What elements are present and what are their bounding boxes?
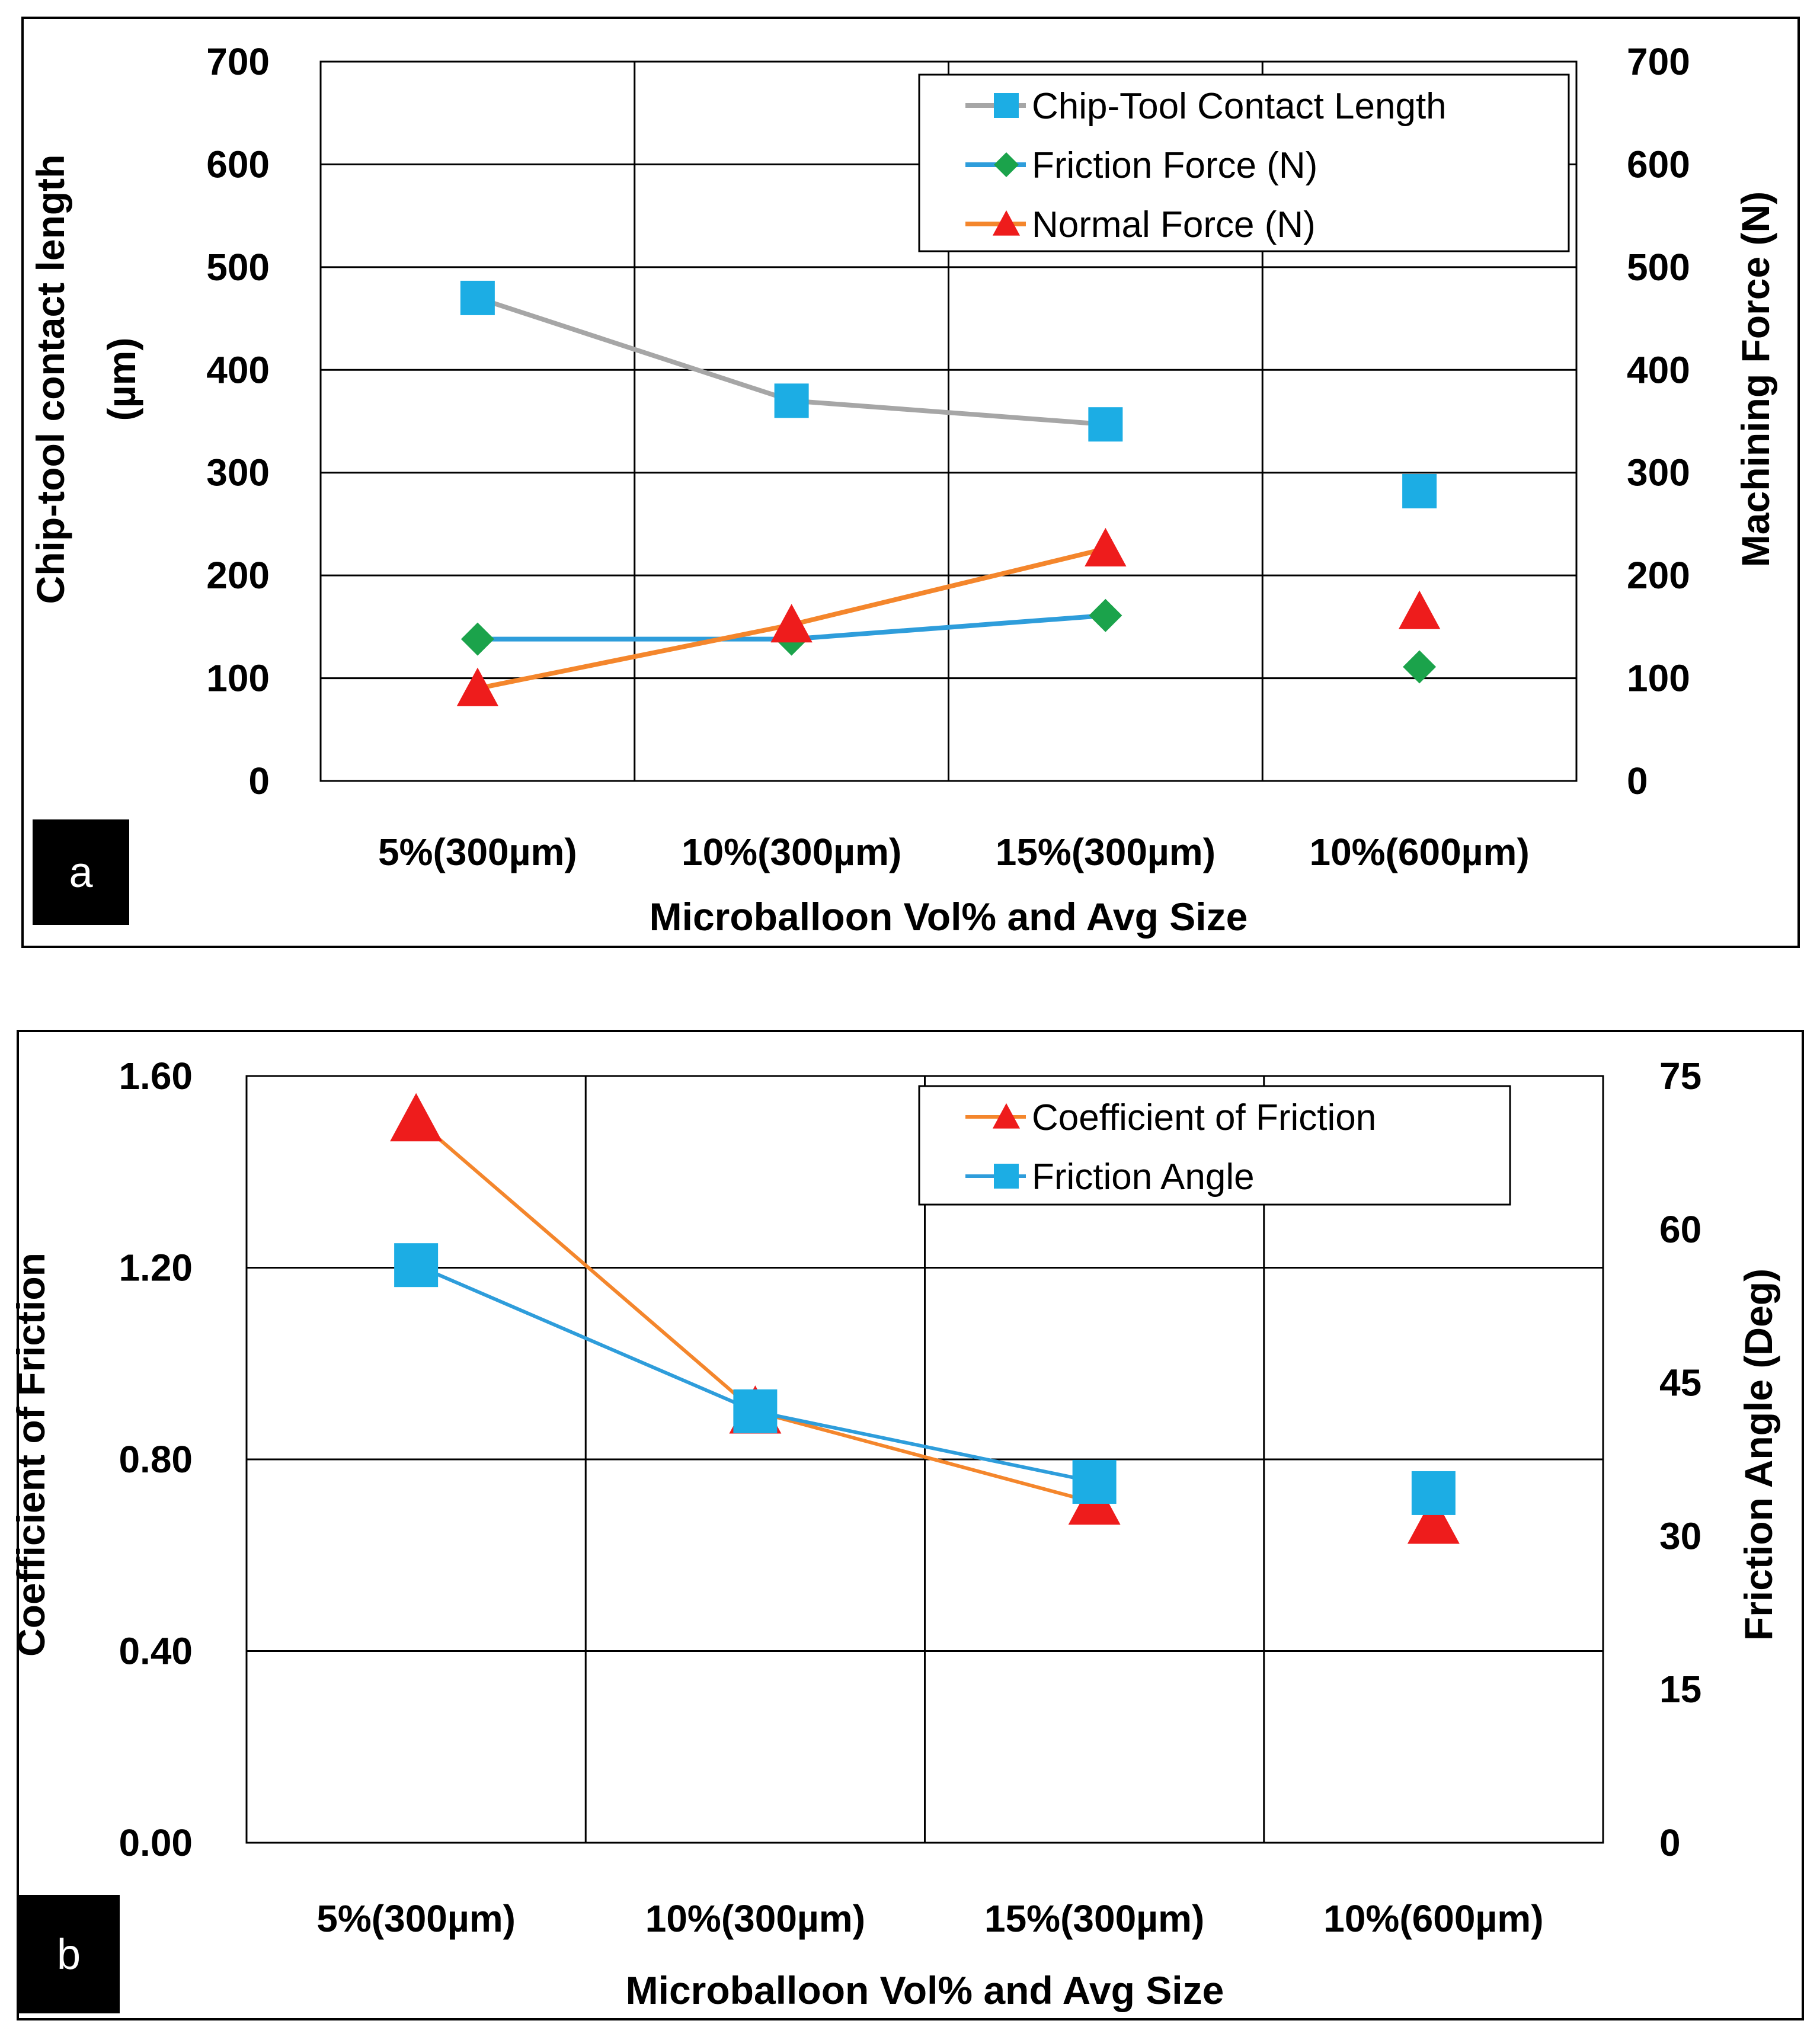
y-axis-title: Coefficient of Friction — [9, 1253, 53, 1657]
y2-tick-label: 400 — [1627, 348, 1690, 391]
panel-label: b — [57, 1931, 81, 1978]
data-point — [770, 604, 813, 643]
y-tick-label: 100 — [206, 657, 270, 700]
y2-tick-label: 100 — [1627, 657, 1690, 700]
data-point — [1072, 1459, 1117, 1504]
data-point — [1088, 407, 1123, 442]
y-tick-label: 600 — [206, 143, 270, 185]
y-tick-label: 1.60 — [119, 1055, 193, 1097]
plot-border — [245, 1075, 1604, 1844]
y2-tick-label: 600 — [1627, 143, 1690, 185]
legend-box — [918, 73, 1570, 252]
data-point — [460, 280, 495, 315]
x-tick-label: 5%(300µm) — [316, 1897, 516, 1940]
y-tick-label: 0.80 — [119, 1438, 193, 1481]
y2-tick-label: 60 — [1659, 1208, 1701, 1251]
y-axis-title-unit: (µm) — [100, 338, 143, 421]
x-tick-label: 10%(600µm) — [1309, 831, 1529, 873]
legend-label: Coefficient of Friction — [1032, 1097, 1376, 1138]
y2-tick-label: 0 — [1659, 1821, 1681, 1864]
y2-tick-label: 500 — [1627, 246, 1690, 289]
y2-tick-label: 45 — [1659, 1362, 1701, 1404]
plot-border — [319, 60, 1578, 782]
y2-tick-label: 300 — [1627, 451, 1690, 494]
panel-frame — [17, 1030, 1804, 2020]
y2-axis-title: Machining Force (N) — [1733, 191, 1777, 567]
legend-marker — [994, 152, 1019, 177]
legend-marker — [992, 210, 1021, 236]
data-point — [1403, 650, 1437, 684]
y2-tick-label: 700 — [1627, 40, 1690, 83]
panel-label-box — [33, 819, 129, 925]
panel-label-box — [18, 1895, 120, 2013]
x-tick-label: 5%(300µm) — [378, 831, 577, 873]
data-point — [460, 622, 494, 656]
y2-tick-label: 0 — [1627, 760, 1648, 802]
data-point — [390, 1093, 443, 1142]
legend-label: Friction Angle — [1032, 1157, 1255, 1197]
x-tick-label: 10%(300µm) — [682, 831, 901, 873]
data-point — [733, 1389, 778, 1433]
legend-marker — [992, 1103, 1021, 1129]
y2-tick-label: 30 — [1659, 1514, 1701, 1557]
y-tick-label: 1.20 — [119, 1247, 193, 1289]
x-axis-title: Microballoon Vol% and Avg Size — [650, 895, 1248, 939]
data-point — [1089, 598, 1122, 632]
data-point — [1398, 590, 1441, 629]
y-tick-label: 0.40 — [119, 1630, 193, 1673]
y-tick-label: 200 — [206, 554, 270, 597]
x-tick-label: 15%(300µm) — [984, 1897, 1204, 1940]
data-point — [456, 667, 499, 706]
data-point — [1085, 527, 1127, 566]
legend-label: Normal Force (N) — [1032, 204, 1316, 245]
x-axis-title: Microballoon Vol% and Avg Size — [626, 1968, 1224, 2012]
chart-panel-a: 0 100 200 300 400 500 600 700 0 100 200 300 400 500 60… — [21, 17, 1800, 948]
legend-label: Friction Force (N) — [1032, 145, 1317, 186]
y-axis-title: Chip-tool contact length — [28, 155, 72, 604]
data-point — [1411, 1471, 1456, 1515]
data-point — [394, 1243, 439, 1288]
data-point — [1407, 1496, 1460, 1544]
y-tick-label: 300 — [206, 451, 270, 494]
data-point — [1402, 473, 1437, 508]
y-tick-label: 400 — [206, 348, 270, 391]
y-tick-label: 700 — [206, 40, 270, 83]
x-tick-label: 15%(300µm) — [996, 831, 1216, 873]
y2-axis-title: Friction Angle (Deg) — [1736, 1269, 1780, 1641]
legend-marker — [994, 93, 1019, 118]
y-tick-label: 0 — [248, 760, 270, 802]
y2-tick-label: 75 — [1659, 1055, 1701, 1097]
y2-tick-label: 200 — [1627, 554, 1690, 597]
panel-frame — [21, 17, 1800, 948]
x-tick-label: 10%(300µm) — [645, 1897, 865, 1940]
legend-label: Chip-Tool Contact Length — [1032, 86, 1447, 127]
chart-panel-b: 0.00 0.40 0.80 1.20 1.60 0 15 30 45 60 75 5%(300µm)… — [9, 1030, 1804, 2020]
legend-marker — [994, 1164, 1019, 1189]
x-tick-label: 10%(600µm) — [1323, 1897, 1543, 1940]
y2-tick-label: 15 — [1659, 1668, 1701, 1711]
y-tick-label: 500 — [206, 246, 270, 289]
panel-label: a — [69, 849, 93, 896]
y-tick-label: 0.00 — [119, 1821, 193, 1864]
data-point — [774, 383, 809, 418]
